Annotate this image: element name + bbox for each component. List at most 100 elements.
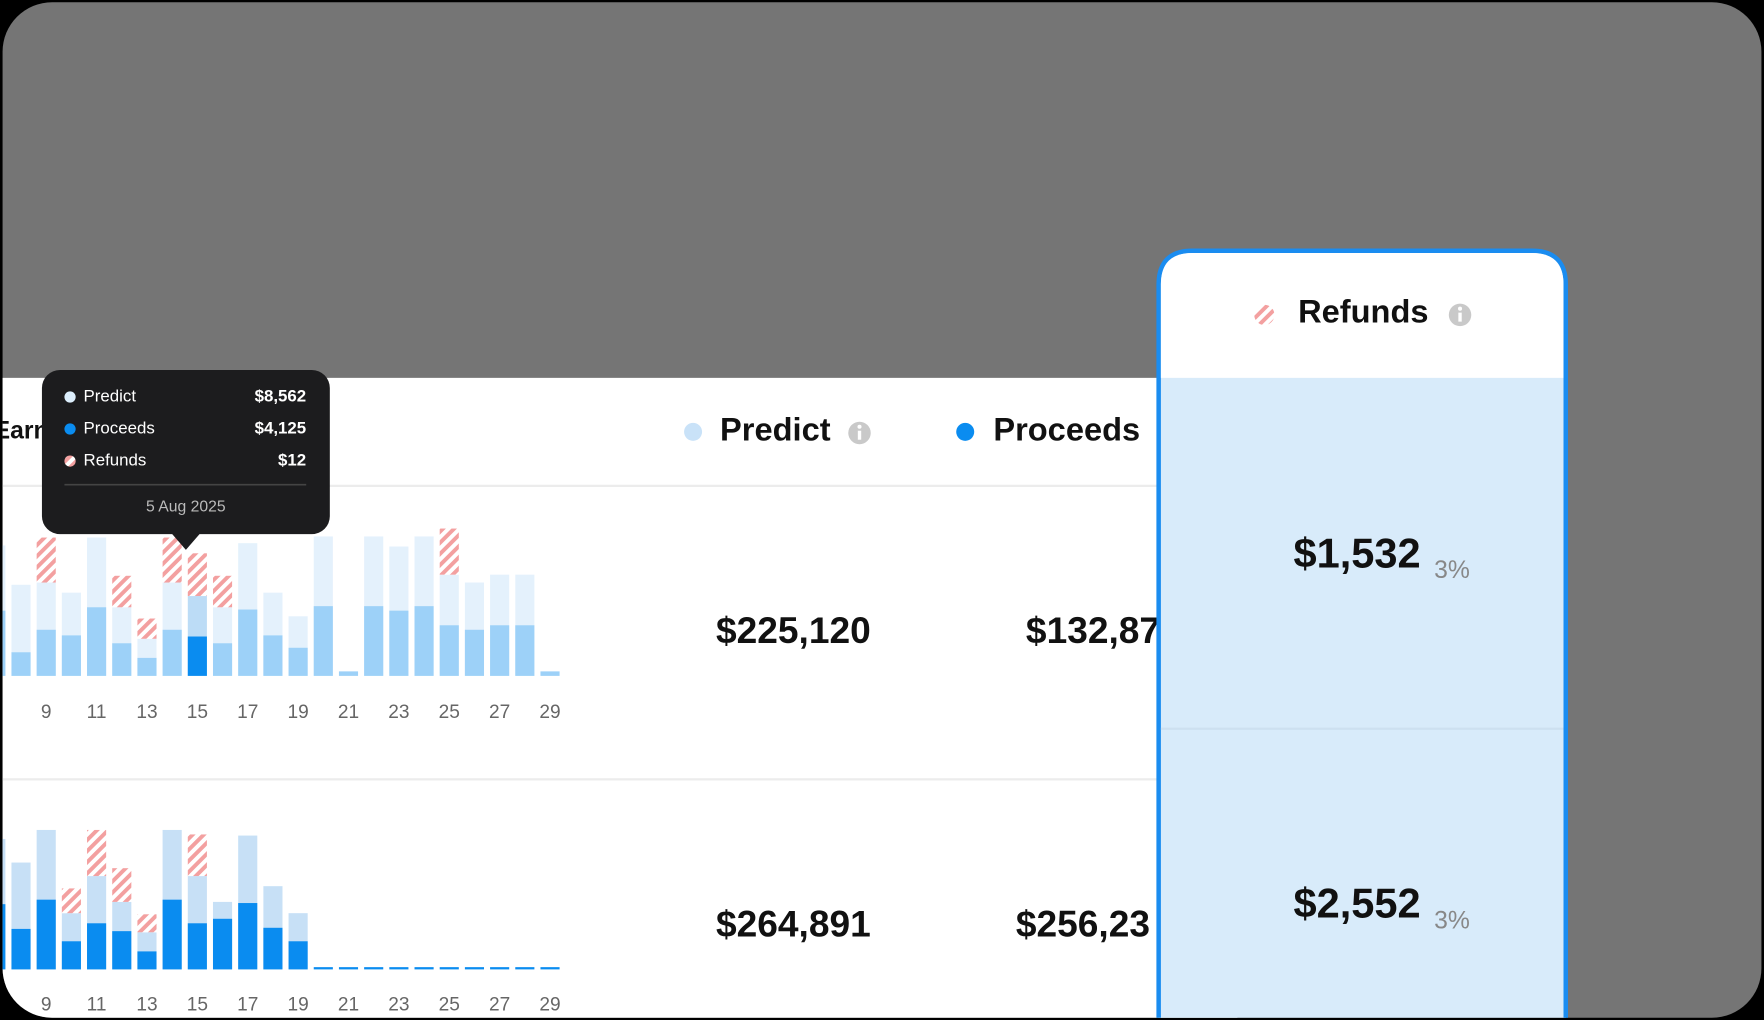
proceeds-bar	[338, 671, 359, 676]
proceeds-total: $132,87	[1026, 609, 1160, 651]
proceeds-bar	[313, 606, 333, 676]
proceeds-bar	[61, 941, 81, 970]
proceeds-bar	[464, 629, 485, 676]
x-tick-label: 27	[489, 702, 510, 723]
proceeds-bar	[162, 899, 182, 970]
proceeds-bar	[238, 609, 258, 676]
x-tick-label: 29	[539, 702, 560, 723]
refund-bar	[61, 888, 81, 914]
x-tick-label: 15	[187, 702, 208, 723]
tooltip-value: $12	[278, 451, 306, 470]
x-tick-label: 15	[187, 994, 208, 1015]
x-tick-label: 11	[87, 702, 107, 723]
x-tick-label: 25	[439, 702, 460, 723]
x-tick-label: 9	[41, 994, 52, 1015]
proceeds-bar	[515, 967, 535, 970]
x-tick-label: 23	[388, 994, 409, 1015]
refunds-card[interactable]: Refunds $1,532 3% $2,552 3%	[1156, 248, 1568, 1020]
tooltip: 5 Aug 2025 Predict $8,562 Proceeds $4,125 Re…	[41, 369, 330, 550]
x-tick-label: 7	[0, 702, 1, 723]
mini-charts: 7 9 11 13 15 17 19 21 23 25 27 29 9 11 13 15 17 19 21 23 25 2…	[0, 528, 561, 1015]
legend-dot	[1254, 304, 1275, 326]
proceeds-bar	[162, 629, 182, 676]
refund-percent: 3%	[1434, 908, 1470, 935]
proceeds-bar	[11, 928, 31, 970]
proceeds-bar	[36, 899, 56, 970]
proceeds-bar	[212, 643, 233, 676]
x-tick-label: 27	[489, 994, 510, 1015]
proceeds-bar	[490, 967, 510, 970]
refund-bar	[137, 618, 157, 639]
x-tick-label: 13	[136, 994, 157, 1015]
info-icon[interactable]	[1448, 303, 1472, 327]
proceeds-bar	[288, 941, 308, 970]
tooltip-label: Refunds	[84, 451, 147, 470]
proceeds-bar	[338, 967, 359, 970]
x-tick-label: 9	[41, 702, 52, 723]
x-tick-label: 19	[287, 702, 308, 723]
refund-bar	[137, 914, 157, 933]
x-tick-label: 11	[87, 994, 107, 1015]
refund-bar	[439, 528, 459, 575]
tooltip-value: $8,562	[255, 386, 307, 405]
x-tick-label: 29	[539, 994, 560, 1015]
x-tick-label: 25	[439, 994, 460, 1015]
proceeds-bar	[87, 923, 107, 970]
tooltip-label: Proceeds	[84, 418, 155, 437]
proceeds-bar	[389, 610, 409, 676]
column-header[interactable]: Proceeds	[993, 410, 1140, 447]
x-tick-label: 21	[338, 702, 359, 723]
legend-dot	[684, 422, 703, 441]
proceeds-bar	[389, 967, 409, 970]
proceeds-bar	[238, 903, 258, 970]
predict-total: $225,120	[716, 609, 871, 651]
proceeds-bar	[439, 967, 459, 970]
refund-bar	[36, 537, 56, 583]
proceeds-bar	[288, 647, 308, 676]
proceeds-bar	[540, 671, 560, 676]
proceeds-bar	[112, 931, 132, 970]
refund-bar	[112, 868, 132, 902]
x-tick-label: 21	[338, 994, 359, 1015]
refund-bar	[187, 834, 207, 877]
predict-total: $264,891	[716, 902, 871, 944]
proceeds-bar	[11, 652, 31, 676]
proceeds-bar	[515, 625, 535, 676]
proceeds-bar	[61, 635, 81, 676]
proceeds-bar	[313, 967, 333, 970]
proceeds-bar	[187, 636, 207, 676]
proceeds-bar	[87, 607, 107, 676]
refund-bar	[187, 553, 207, 597]
x-tick-label: 19	[287, 994, 308, 1015]
proceeds-bar	[364, 967, 384, 970]
proceeds-bar	[137, 657, 157, 676]
proceeds-bar	[263, 635, 283, 676]
proceeds-bar	[212, 918, 233, 970]
refund-amount: $2,552	[1293, 879, 1420, 926]
legend-dot	[956, 422, 975, 441]
proceeds-bar	[112, 643, 132, 676]
refund-bar	[87, 829, 107, 877]
x-tick-label: 17	[237, 702, 258, 723]
proceeds-bar	[540, 967, 560, 970]
proceeds-bar	[36, 629, 56, 676]
refund-bar	[162, 537, 182, 583]
tooltip-dot	[64, 455, 76, 467]
proceeds-total: $256,23	[1016, 902, 1150, 944]
refund-bar	[112, 575, 132, 608]
info-icon[interactable]	[848, 421, 871, 445]
card-title: Refunds	[1298, 292, 1428, 329]
tooltip-dot	[64, 391, 76, 403]
proceeds-bar	[2, 610, 6, 676]
proceeds-bar	[490, 625, 510, 676]
proceeds-bar	[187, 923, 207, 970]
proceeds-bar	[364, 606, 384, 676]
proceeds-bar	[263, 927, 283, 970]
proceeds-bar	[414, 967, 434, 970]
column-header[interactable]: Predict	[720, 410, 831, 447]
proceeds-bar	[414, 606, 434, 676]
partial-title: Earn	[0, 417, 49, 444]
